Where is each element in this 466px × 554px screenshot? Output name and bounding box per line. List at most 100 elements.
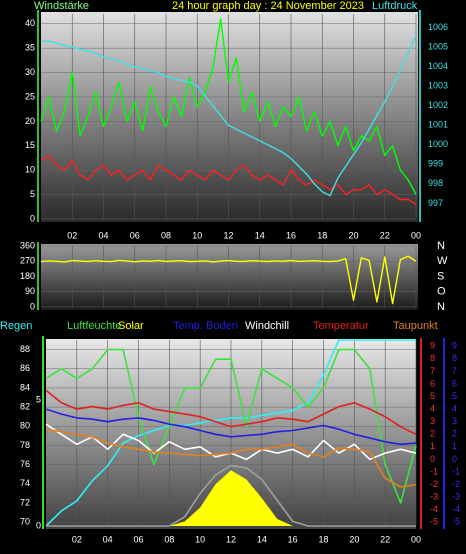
y-tick-label: 84 [20,382,30,392]
legend-label: Regen [0,320,32,332]
x-tick-label: 22 [380,230,390,240]
x-tick-label: 06 [130,230,140,240]
y2-tick-label: 997 [428,198,443,208]
y2-tick-label: -4 [430,504,438,514]
line [45,339,416,527]
y3-tick-label: -3 [452,491,460,501]
y-tick-label: 5 [30,189,35,199]
y-tick-label: 70 [20,517,30,527]
y-tick-label: 76 [20,459,30,469]
y2-tick-label: N [437,240,445,252]
x-tick-label: 14 [257,534,267,544]
line [45,428,417,488]
y-tick-label: 10 [25,165,35,175]
legend-label: Luftfeuchte [67,320,121,332]
x-tick-label: 12 [226,534,236,544]
y-tick-label: 360 [20,240,35,250]
y2-tick-label: 999 [428,159,443,169]
y-tick-label: 35 [25,43,35,53]
x-tick-label: 22 [380,534,390,544]
y3-tick-label: 2 [452,429,457,439]
x-tick-label: 10 [192,230,202,240]
y3-tick-label: 4 [452,403,457,413]
y2-tick-label: 1005 [428,42,448,52]
legend-label: Taupunkt [393,320,438,332]
line [40,154,417,205]
y3-tick-label: -2 [452,479,460,489]
plot-bg [41,244,418,310]
y2-tick-label: N [437,301,445,313]
x-tick-label: 14 [255,230,265,240]
y-tick-label: 20 [25,116,35,126]
y3-tick-label: -1 [452,466,460,476]
x-tick-label: 04 [103,534,113,544]
y-tick-label: 90 [25,286,35,296]
y2-tick-label: 5 [430,391,435,401]
y3-tick-label: 8 [452,353,457,363]
y3-tick-label: -4 [452,504,460,514]
y2-tick-label: W [437,255,448,267]
y2-tick-label: 1001 [428,120,448,130]
y2-tick-label: 1000 [428,139,448,149]
y-tick-label: 25 [25,91,35,101]
y2-tick-label: 1004 [428,61,448,71]
line [46,464,416,527]
y-tick-label: 0 [30,213,35,223]
x-tick-label: 16 [286,230,296,240]
y-tick-label: 180 [20,271,35,281]
y2-tick-label: 0 [430,454,435,464]
y2-axis-label: Luftdruck [372,0,418,12]
y2-tick-label: 6 [430,378,435,388]
x-tick-label: 20 [348,230,358,240]
legend-label: Temperatur [313,320,369,332]
line [41,35,417,197]
x-tick-label: 00 [411,230,421,240]
x-tick-label: 02 [72,534,82,544]
y3-tick-label: 1 [452,441,457,451]
rain-tick-label: 5 [36,395,41,405]
chart-title: 24 hour graph day : 24 November 2023 [172,0,364,12]
y-tick-label: 78 [20,440,30,450]
y-tick-label: 270 [20,256,35,266]
x-tick-label: 00 [411,534,421,544]
y3-tick-label: 3 [452,416,457,426]
line [45,348,417,504]
y3-tick-label: 9 [452,341,457,351]
y2-tick-label: 8 [430,353,435,363]
y2-tick-label: 998 [428,178,443,188]
y2-tick-label: 1006 [428,22,448,32]
x-tick-label: 08 [161,230,171,240]
y-tick-label: 74 [20,478,30,488]
y2-tick-label: 3 [430,416,435,426]
y2-tick-label: 1003 [428,81,448,91]
legend-label: Windchill [245,320,289,332]
legend-label: Solar [118,320,144,332]
x-tick-label: 08 [164,534,174,544]
y-tick-label: 72 [20,497,30,507]
x-tick-label: 16 [288,534,298,544]
x-tick-label: 18 [318,534,328,544]
legend-label: Temp. Boden [173,320,238,332]
y3-tick-label: 6 [452,378,457,388]
x-tick-label: 20 [349,534,359,544]
plot-bg [41,12,418,222]
y-tick-label: 82 [20,401,30,411]
x-tick-label: 06 [133,534,143,544]
y2-tick-label: -1 [430,466,438,476]
y3-tick-label: 7 [452,366,457,376]
x-tick-label: 02 [67,230,77,240]
y-tick-label: 86 [20,363,30,373]
y-tick-label: 0 [30,301,35,311]
line [45,389,417,436]
x-tick-label: 04 [98,230,108,240]
area [46,470,416,526]
line [40,18,417,195]
y-tick-label: 88 [20,344,30,354]
y2-tick-label: -2 [430,479,438,489]
y-tick-label: 30 [25,67,35,77]
y2-tick-label: -5 [430,517,438,527]
y2-tick-label: 1 [430,441,435,451]
y2-tick-label: S [437,270,444,282]
y2-tick-label: O [437,286,446,298]
